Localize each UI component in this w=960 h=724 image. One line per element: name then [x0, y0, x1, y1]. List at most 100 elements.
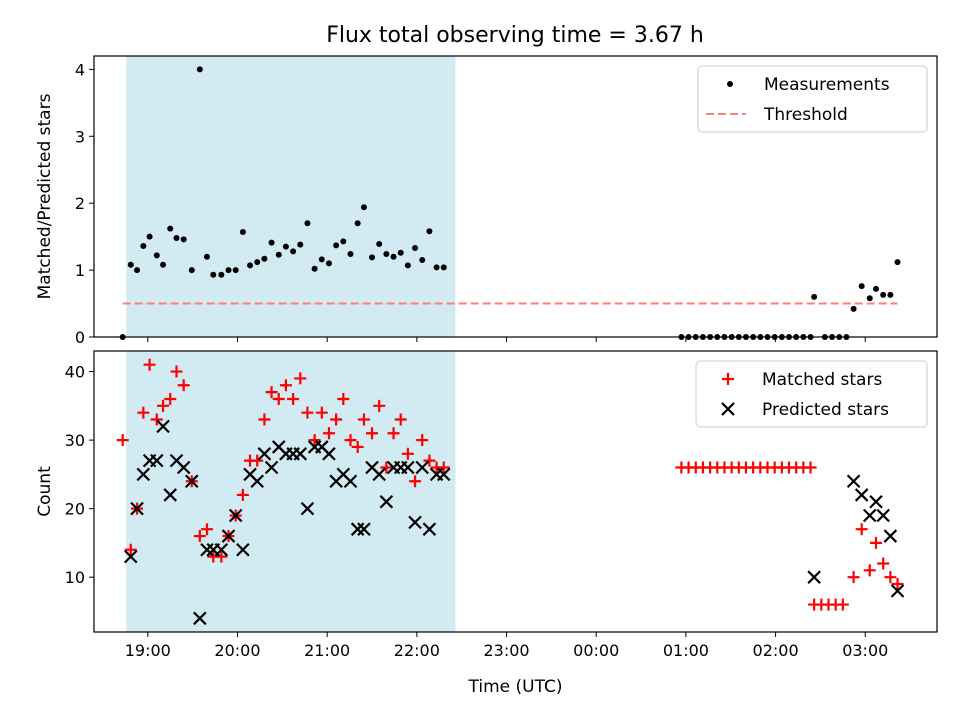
predicted-point	[379, 495, 394, 509]
measurement-point	[160, 261, 167, 268]
predicted-point	[264, 460, 279, 475]
measurement-point	[203, 253, 210, 260]
x-tick-label: 02:00	[753, 641, 799, 660]
series-measurements	[119, 66, 901, 340]
matched-point	[366, 427, 379, 440]
matched-point	[351, 440, 364, 453]
matched-point	[251, 454, 264, 467]
measurement-point	[419, 257, 426, 264]
measurement-point	[261, 255, 268, 262]
predicted-point	[322, 447, 336, 461]
measurement-point	[153, 252, 160, 259]
matched-point	[416, 434, 429, 447]
measurement-point	[325, 260, 332, 267]
predicted-point	[890, 584, 905, 598]
legend-predicted-swatch	[721, 402, 735, 416]
matched-point	[301, 406, 314, 419]
y-tick-label: 10	[65, 568, 85, 587]
predicted-point	[221, 529, 236, 543]
matched-point	[373, 399, 386, 412]
matched-point	[315, 406, 328, 419]
y-tick-label: 30	[65, 431, 85, 450]
predicted-point	[415, 460, 430, 475]
legend-measurement-swatch	[727, 81, 733, 87]
predicted-point	[876, 508, 890, 523]
predicted-point	[408, 515, 422, 530]
measurement-point	[173, 234, 180, 241]
observing-span	[126, 56, 456, 337]
predicted-point	[350, 522, 365, 536]
measurement-point	[127, 261, 134, 268]
measurement-point	[134, 267, 141, 274]
bottom-panel: 10 20 30 40 19:00 20:00 21:00 22:00 23:00 00:00 01…	[35, 350, 938, 697]
x-tick-label: 19:00	[125, 641, 171, 660]
predicted-point	[149, 453, 164, 468]
matched-point	[877, 557, 890, 570]
legend-label: Threshold	[763, 105, 848, 125]
predicted-point	[200, 542, 214, 557]
matched-point	[236, 488, 249, 501]
measurement-point	[404, 262, 411, 269]
x-tick-label: 21:00	[304, 641, 350, 660]
predicted-point	[163, 488, 178, 502]
measurement-point	[247, 262, 254, 269]
predicted-point	[401, 460, 415, 475]
matched-point	[804, 461, 817, 474]
measurement-point	[369, 254, 376, 261]
measurement-point	[290, 248, 297, 255]
matched-point	[863, 564, 876, 577]
predicted-point	[300, 501, 315, 516]
matched-point	[258, 413, 271, 426]
matched-point	[437, 461, 450, 474]
predicted-point	[228, 508, 243, 523]
matched-point	[287, 392, 300, 405]
measurement-point	[347, 251, 354, 258]
measurement-point	[340, 238, 347, 245]
measurement-point	[275, 251, 282, 258]
matched-point	[322, 427, 335, 440]
measurement-point	[850, 305, 857, 312]
measurement-point	[873, 285, 880, 292]
predicted-point	[214, 542, 229, 557]
predicted-point	[293, 447, 308, 461]
legend-label: Matched stars	[762, 370, 882, 390]
predicted-point	[357, 522, 371, 536]
legend: Measurements Threshold	[697, 65, 928, 133]
measurement-point	[188, 267, 195, 274]
measurement-point	[304, 220, 311, 227]
matched-point	[344, 434, 357, 447]
legend-box	[697, 65, 928, 133]
measurement-point	[397, 249, 404, 256]
matched-point	[387, 427, 400, 440]
x-tick-label: 20:00	[214, 641, 260, 660]
measurement-point	[360, 204, 367, 211]
measurement-point	[268, 239, 275, 246]
matched-point	[337, 392, 350, 405]
measurement-point	[254, 259, 261, 266]
y-axis-label: Matched/Predicted stars	[35, 93, 55, 299]
measurement-point	[383, 251, 390, 258]
predicted-point	[123, 549, 138, 564]
measurement-point	[180, 236, 187, 243]
measurement-point	[167, 225, 174, 232]
y-axis-label: Count	[35, 466, 55, 517]
matched-point	[870, 536, 883, 549]
matched-point	[193, 530, 206, 543]
y-tick-label: 1	[75, 261, 85, 280]
matched-point	[836, 598, 849, 611]
matched-point	[394, 413, 407, 426]
predicted-point	[343, 474, 358, 488]
x-tick-label: 22:00	[394, 641, 440, 660]
measurement-point	[232, 267, 239, 274]
measurement-point	[426, 228, 433, 235]
matched-point	[150, 413, 163, 426]
matched-point	[884, 571, 897, 584]
measurement-point	[376, 241, 383, 248]
predicted-point	[257, 447, 272, 461]
axes-frame	[93, 55, 938, 338]
matched-point	[124, 543, 137, 556]
predicted-point	[176, 460, 191, 475]
measurement-point	[333, 242, 340, 249]
matched-point	[330, 413, 343, 426]
measurement-point	[282, 243, 289, 250]
